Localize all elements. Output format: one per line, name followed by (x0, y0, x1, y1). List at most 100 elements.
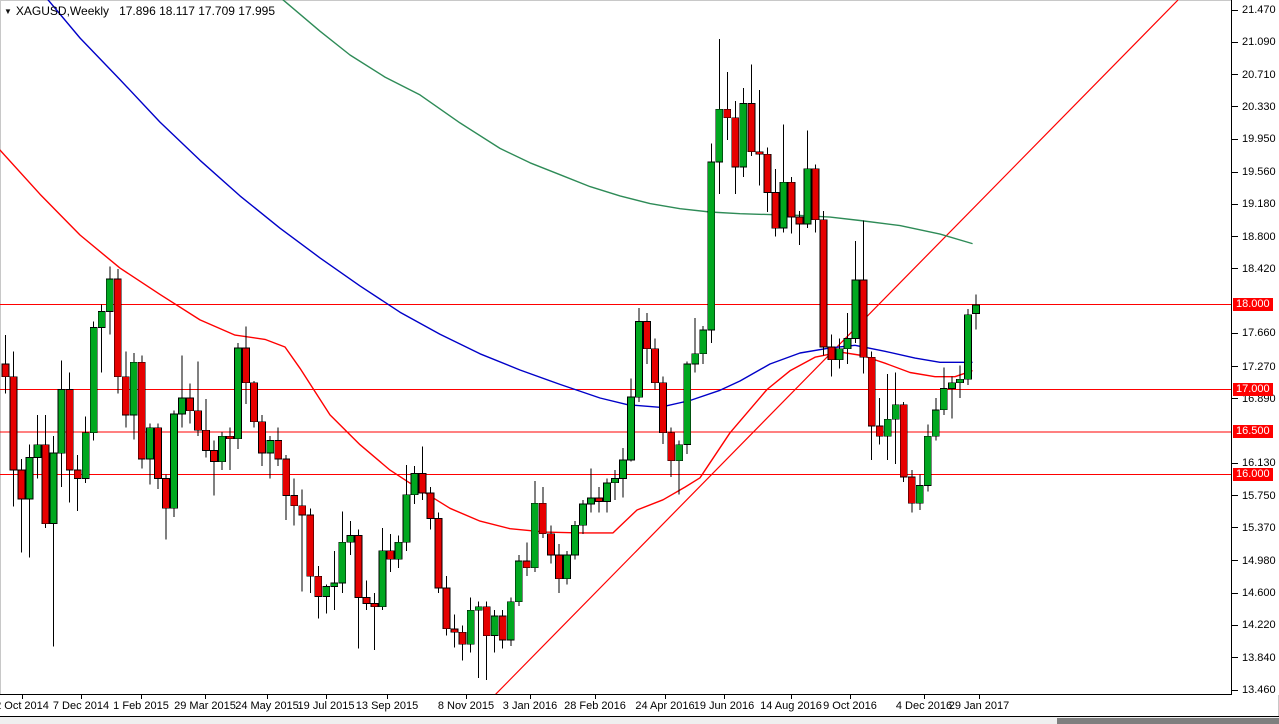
bear-candle-body (153, 427, 162, 480)
slow-ma-line (282, 0, 973, 245)
price-tick-mark (1232, 74, 1238, 76)
ohlc-values: 17.896 18.117 17.709 17.995 (119, 4, 275, 18)
bear-candle-body (65, 389, 74, 471)
bear-candle-body (258, 421, 267, 454)
bull-candle-body (177, 397, 186, 415)
candle-1 (9, 351, 18, 507)
candle-54 (434, 512, 443, 594)
bear-candle-body (386, 550, 395, 560)
candle-15 (121, 351, 130, 428)
candle-50 (402, 465, 411, 551)
bull-candle-body (97, 310, 106, 328)
price-tick-label: 17.270 (1242, 360, 1276, 373)
candle-66 (530, 481, 539, 572)
candle-8 (65, 372, 74, 503)
price-tick-mark (1232, 268, 1238, 270)
bear-candle-body (747, 103, 756, 153)
candle-99 (795, 211, 804, 246)
bear-candle-body (186, 397, 194, 412)
price-tick-label: 20.330 (1242, 100, 1276, 113)
bull-candle-body (603, 482, 611, 502)
price-tick-label: 17.660 (1242, 327, 1276, 340)
bear-candle-body (667, 432, 676, 462)
candle-49 (394, 535, 403, 568)
bull-candle-body (843, 338, 852, 350)
candle-6 (49, 436, 58, 647)
bull-candle-body (675, 444, 684, 462)
candle-42 (338, 511, 347, 594)
candle-57 (458, 625, 467, 661)
bull-candle-body (964, 314, 972, 380)
price-chart-plot[interactable] (0, 0, 1232, 695)
candle-121 (972, 294, 980, 330)
price-tick-mark (1232, 138, 1238, 140)
symbol-period-label: XAGUSD,Weekly (15, 4, 110, 18)
candle-77 (619, 448, 627, 498)
candle-87 (699, 325, 708, 364)
bull-candle-body (322, 586, 331, 598)
candle-80 (643, 313, 651, 364)
bear-candle-body (811, 168, 820, 221)
candle-13 (105, 266, 114, 335)
bear-candle-body (907, 476, 916, 504)
bull-candle-body (346, 535, 355, 543)
candle-69 (555, 544, 563, 594)
time-tick-label: 4 Dec 2016 (895, 700, 953, 712)
candle-33 (266, 436, 275, 479)
time-tick-label: 29 Jan 2017 (948, 700, 1010, 712)
time-tick-mark (267, 695, 268, 699)
ohlc-toggle-icon[interactable]: ▼ (4, 7, 12, 16)
candle-93 (747, 64, 756, 156)
bull-candle-body (803, 168, 812, 225)
price-axis[interactable]: 21.470 21.090 20.710 20.330 19.950 19.560 19.1… (1232, 0, 1279, 696)
bear-candle-body (723, 108, 732, 119)
bear-candle-body (161, 478, 170, 509)
bull-candle-body (611, 478, 619, 484)
candle-11 (89, 321, 98, 441)
time-tick-mark (595, 695, 596, 699)
candle-39 (314, 566, 323, 619)
bull-candle-body (891, 404, 900, 420)
bear-candle-body (1, 363, 10, 378)
time-axis[interactable]: 2 Oct 2014 7 Dec 2014 1 Feb 2015 29 Mar 201… (0, 695, 1232, 716)
price-tick-mark (1232, 366, 1238, 368)
candle-35 (282, 454, 291, 521)
bear-candle-body (555, 554, 563, 580)
bull-candle-body (410, 473, 419, 496)
candle-29 (234, 342, 243, 449)
price-tick-label: 20.710 (1242, 68, 1276, 81)
bull-candle-body (33, 444, 42, 458)
bull-candle-body (506, 601, 515, 641)
price-tick-label: 19.560 (1242, 166, 1276, 179)
bear-candle-body (290, 495, 299, 507)
candle-92 (739, 88, 748, 178)
candle-68 (547, 525, 555, 564)
bear-candle-body (859, 279, 868, 358)
bull-candle-body (931, 409, 940, 437)
candle-86 (691, 318, 700, 373)
candle-5 (41, 414, 50, 528)
scrollbar-track[interactable] (1057, 718, 1279, 724)
candle-103 (827, 334, 836, 377)
price-level-badge-18.000: 18.000 (1233, 298, 1273, 312)
bear-candle-body (426, 492, 435, 519)
price-tick-label: 14.980 (1242, 554, 1276, 567)
candle-101 (811, 164, 820, 233)
candle-41 (330, 550, 339, 611)
candle-12 (97, 304, 106, 373)
bull-candle-body (707, 161, 716, 331)
price-tick-mark (1232, 462, 1238, 464)
candle-10 (81, 416, 90, 483)
candle-58 (466, 597, 475, 653)
bear-candle-body (771, 192, 780, 229)
time-tick-mark (205, 695, 206, 699)
bull-candle-body (490, 615, 499, 636)
price-tick-label: 15.750 (1242, 489, 1276, 502)
candle-114 (915, 474, 924, 510)
bull-candle-body (587, 497, 595, 505)
candle-14 (113, 268, 122, 394)
price-tick-label: 14.220 (1242, 619, 1276, 632)
time-tick-label: 9 Oct 2016 (823, 700, 877, 712)
bear-candle-body (763, 153, 772, 193)
candle-53 (426, 487, 435, 530)
